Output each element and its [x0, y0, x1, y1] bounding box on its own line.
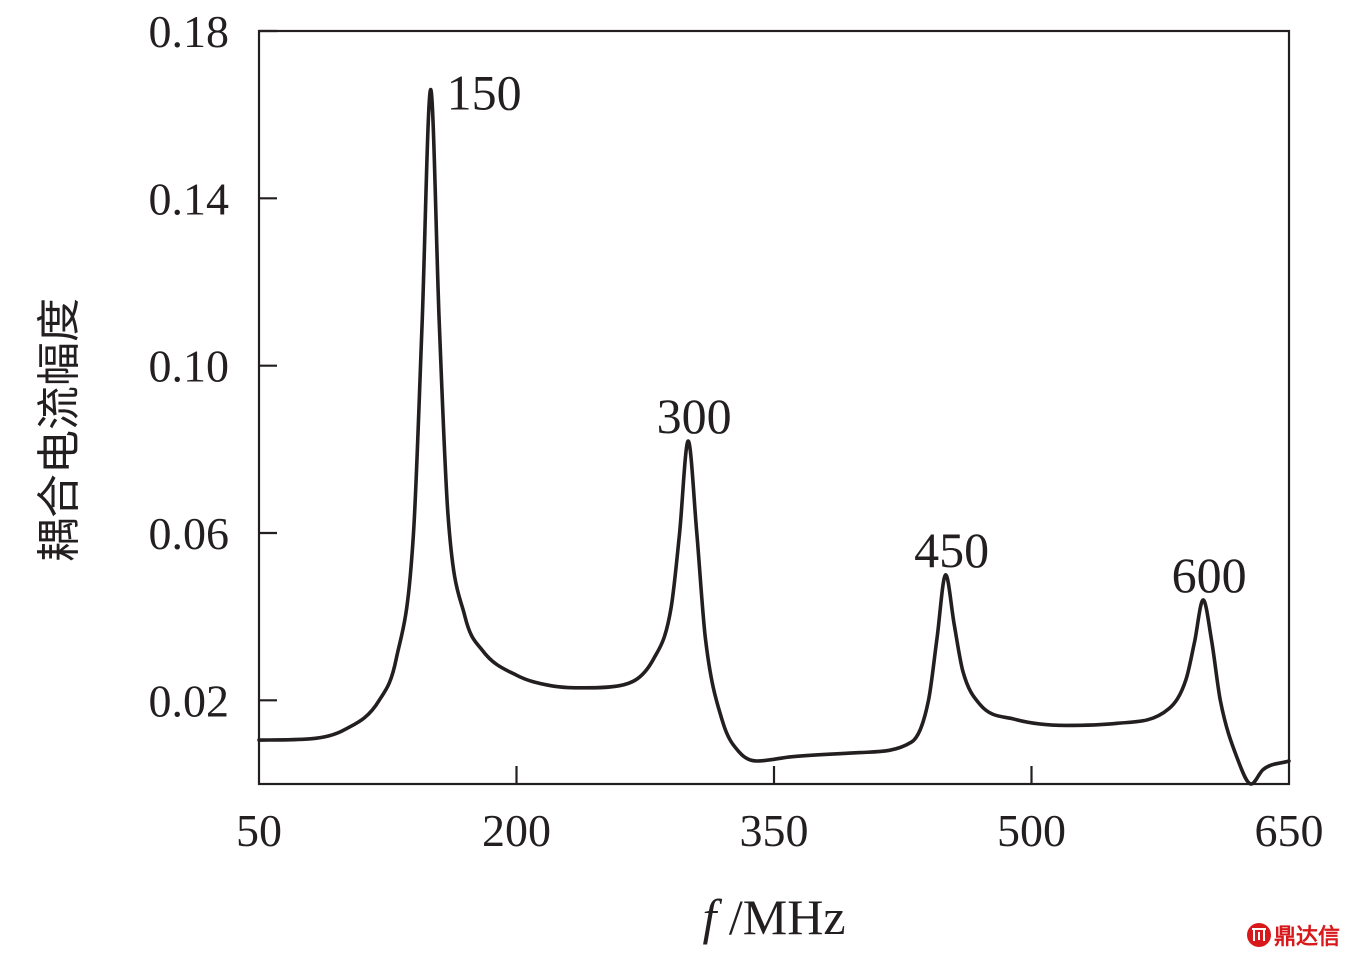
y-tick-label: 0.10	[149, 341, 230, 392]
x-tick-label: 200	[482, 805, 551, 856]
peak-label: 150	[447, 65, 522, 121]
red-circle-logo-icon	[1247, 923, 1271, 947]
x-tick-label: 50	[236, 805, 282, 856]
y-tick-label: 0.02	[149, 675, 230, 726]
watermark-text: 鼎达信	[1274, 924, 1340, 950]
y-tick-label: 0.18	[149, 6, 230, 57]
peak-label: 300	[657, 388, 732, 444]
x-tick-label: 350	[740, 805, 809, 856]
x-tick-label: 650	[1255, 805, 1324, 856]
plot-frame	[257, 29, 1291, 786]
peak-label: 450	[914, 522, 989, 578]
series-line	[257, 87, 1291, 786]
x-tick-label: 500	[997, 805, 1066, 856]
peak-label: 600	[1172, 547, 1247, 603]
x-axis-label: f /MHz	[702, 889, 845, 945]
y-tick-label: 0.14	[149, 173, 230, 224]
peak-labels: 150 300 450 600	[447, 65, 1247, 603]
watermark: 鼎达信	[1247, 923, 1340, 950]
x-ticks: 50 200 350 500 650	[236, 766, 1324, 856]
x-axis-label-unit: /MHz	[716, 889, 845, 945]
y-ticks: 0.02 0.06 0.10 0.14 0.18	[149, 6, 277, 726]
y-tick-label: 0.06	[149, 508, 230, 559]
y-axis-label: 耦合电流幅度	[34, 298, 85, 562]
